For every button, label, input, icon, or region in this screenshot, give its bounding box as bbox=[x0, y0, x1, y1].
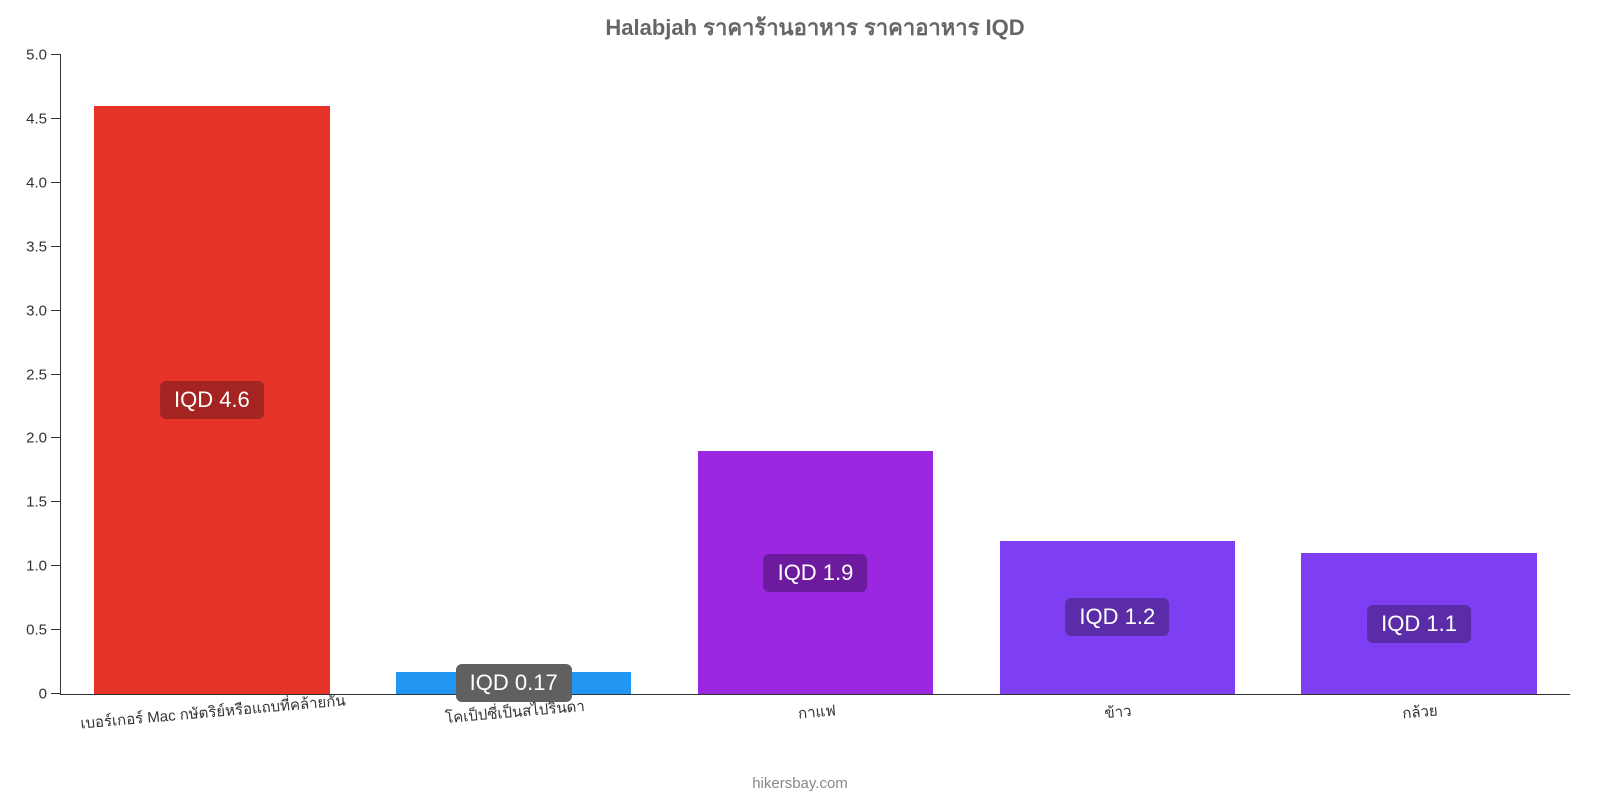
y-tick-label: 5.0 bbox=[26, 47, 61, 64]
y-tick-label: 3.5 bbox=[26, 238, 61, 255]
bar-slot: IQD 1.1 bbox=[1268, 55, 1570, 694]
x-axis-label: เบอร์เกอร์ Mac กษัตริย์หรือแถบที่คล้ายกั… bbox=[62, 687, 365, 737]
y-tick-label: 2.0 bbox=[26, 430, 61, 447]
bars-wrap: IQD 4.6 IQD 0.17 IQD 1.9 IQD 1.2 IQD 1.1 bbox=[61, 55, 1570, 694]
y-tick-label: 3.0 bbox=[26, 302, 61, 319]
y-tick-label: 0.5 bbox=[26, 622, 61, 639]
bar: IQD 1.9 bbox=[698, 451, 933, 694]
bar-slot: IQD 1.9 bbox=[665, 55, 967, 694]
y-tick-label: 2.5 bbox=[26, 366, 61, 383]
x-axis-label: ข้าว bbox=[967, 687, 1270, 737]
y-tick-label: 4.5 bbox=[26, 110, 61, 127]
y-tick-label: 1.0 bbox=[26, 558, 61, 575]
bar-slot: IQD 4.6 bbox=[61, 55, 363, 694]
x-axis-label: โคเป็ปซี่เป็นสไปรินดา bbox=[363, 687, 666, 737]
chart-title: Halabjah ราคาร้านอาหาร ราคาอาหาร IQD bbox=[60, 10, 1570, 45]
bar: IQD 0.17 bbox=[396, 672, 631, 694]
bar-value-badge: IQD 1.2 bbox=[1065, 598, 1169, 636]
bar: IQD 1.1 bbox=[1301, 553, 1536, 694]
x-axis-label: กาแฟ bbox=[665, 687, 968, 737]
bar-value-badge: IQD 4.6 bbox=[160, 381, 264, 419]
bar-slot: IQD 1.2 bbox=[966, 55, 1268, 694]
y-tick-label: 4.0 bbox=[26, 174, 61, 191]
x-axis-labels: เบอร์เกอร์ Mac กษัตริย์หรือแถบที่คล้ายกั… bbox=[61, 694, 1570, 718]
attribution-text: hikersbay.com bbox=[752, 775, 848, 792]
chart-container: Halabjah ราคาร้านอาหาร ราคาอาหาร IQD IQD… bbox=[0, 0, 1600, 800]
x-axis-label: กล้วย bbox=[1269, 687, 1572, 737]
plot-area: IQD 4.6IQD 0.17IQD 1.9IQD 1.2IQD 1.1 เบอ… bbox=[60, 55, 1570, 695]
bar: IQD 1.2 bbox=[1000, 541, 1235, 694]
bar-value-badge: IQD 1.9 bbox=[764, 554, 868, 592]
bar-slot: IQD 0.17 bbox=[363, 55, 665, 694]
bar-value-badge: IQD 1.1 bbox=[1367, 605, 1471, 643]
bar: IQD 4.6 bbox=[94, 106, 329, 694]
y-tick-label: 1.5 bbox=[26, 494, 61, 511]
y-tick-label: 0 bbox=[39, 686, 61, 703]
